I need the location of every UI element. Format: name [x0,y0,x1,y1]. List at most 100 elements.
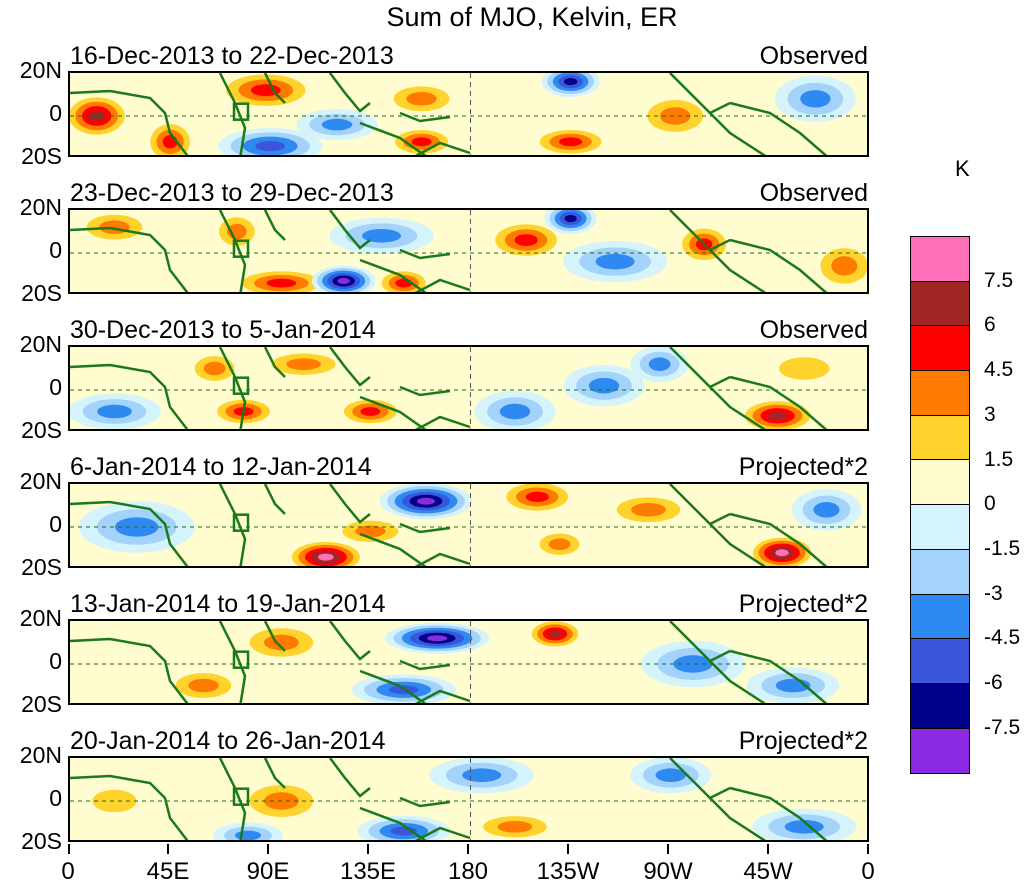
coastline [263,210,286,241]
legend-level-label: 1.5 [984,447,1014,471]
legend-swatch [911,594,969,640]
anomaly-level [514,234,538,246]
anomaly-contour [544,210,597,235]
x-tick-label: 90E [246,858,290,885]
coastline [729,649,828,703]
anomaly-contour [74,780,155,822]
x-tick-label: 0 [861,858,875,885]
x-tick-label: 135E [339,858,397,885]
x-tick-label: 0 [61,858,75,885]
panel-type-label: Observed [759,316,868,344]
anomaly-contour [213,73,318,111]
coastline [263,73,286,104]
coastline [70,363,189,429]
coastline [329,210,371,250]
coastline [329,484,371,524]
anomaly-level [361,229,402,243]
coastline [70,500,189,566]
anomaly-contour [311,265,376,292]
panel-period-title: 6-Jan-2014 to 12-Jan-2014 [70,453,372,481]
anomaly-level [631,503,666,517]
map-svg [70,347,867,429]
anomaly-level [499,403,531,420]
x-axis [68,843,869,855]
anomaly-level [255,140,286,152]
coastline [669,73,731,115]
coastline [218,758,247,840]
panel-period-title: 20-Jan-2014 to 26-Jan-2014 [70,727,386,755]
coastline [359,395,427,429]
panel-type-label: Observed [759,42,868,70]
anomaly-level [406,92,437,106]
anomaly-level [188,678,219,693]
legend-swatch [911,326,969,372]
anomaly-level [648,357,671,371]
anomaly-level [775,549,789,557]
chart-title: Sum of MJO, Kelvin, ER [386,2,678,32]
color-legend [910,236,970,775]
map-background [70,73,867,155]
coastline [329,347,371,387]
y-tick-label: 20S [21,143,62,169]
legend-level-label: 7.5 [984,268,1014,292]
anomaly-contour [746,667,840,703]
legend-level-label: -4.5 [984,626,1021,650]
map-panel [68,345,869,431]
legend-level-label: 4.5 [984,358,1014,382]
coastline [414,826,471,840]
anomaly-contour [185,350,244,387]
coastline [70,774,189,840]
anomaly-contour [210,210,263,253]
anomaly-contour [285,539,367,566]
anomaly-level [548,630,562,638]
anomaly-contour [379,484,473,520]
coastline [70,226,189,292]
legend-swatch [911,639,969,684]
coastline [669,210,731,252]
map-panel [68,619,869,705]
panel-type-label: Projected*2 [738,590,868,618]
y-tick-label: 20N [19,194,62,220]
anomaly-level [563,78,578,86]
legend-swatch [911,237,969,282]
x-tick-label: 135W [536,858,600,885]
map-panel [68,71,869,157]
coastline [263,621,286,652]
legend-swatch [911,281,969,327]
legend-swatch [911,371,969,416]
coastline [729,375,828,429]
coastline [669,347,731,389]
anomaly-level [337,277,350,284]
coastline [709,660,767,703]
legend-swatch [911,460,969,506]
coastline [399,659,451,671]
anomaly-contour [213,822,283,840]
anomaly-contour [541,73,600,98]
anomaly-contour [485,219,567,261]
anomaly-contour [530,528,589,560]
anomaly-contour [747,534,817,566]
anomaly-contour [385,622,490,654]
region-box [232,239,250,258]
coastline [263,758,286,789]
coastline [218,73,247,155]
legend-swatch [911,415,969,461]
anomaly-level [266,278,297,288]
anomaly-level [564,215,577,223]
y-tick-label: 0 [49,511,62,537]
coastline [729,238,828,292]
legend-swatch [911,505,969,550]
legend-level-label: 6 [984,313,996,337]
y-tick-label: 20N [19,57,62,83]
anomaly-contour [630,347,689,383]
coastline [218,210,247,292]
map-svg [70,484,867,566]
x-tick-label: 45W [743,858,793,885]
map-svg [70,210,867,292]
coastline [70,89,189,155]
coastline [399,385,451,397]
coastline [359,121,427,155]
coastline [359,532,427,566]
coastline [329,758,371,798]
anomaly-contour [496,484,578,515]
